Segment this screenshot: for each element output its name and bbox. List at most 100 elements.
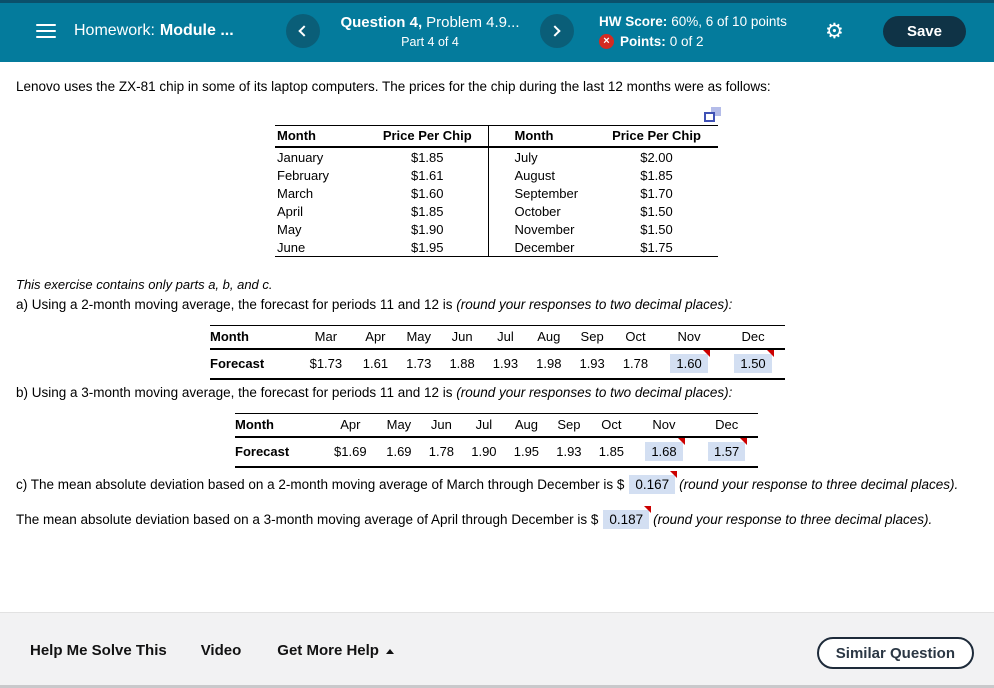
forecast-value-row: Forecast $1.73 1.61 1.73 1.88 1.93 1.98 1.93 1.7… [210, 349, 785, 379]
price-table-row: May $1.90 November $1.50 [275, 220, 718, 238]
incorrect-flag-icon [702, 350, 710, 357]
rounding-hint: (round your responses to two decimal pla… [456, 297, 733, 312]
forecast-cell: 1.93 [492, 356, 519, 371]
video-button[interactable]: Video [200, 642, 242, 659]
forecast-cell: 1.93 [556, 444, 582, 459]
forecast-cell-incorrect: 1.50 [721, 349, 785, 379]
forecast-cell: 1.95 [513, 444, 540, 459]
answer-field-mad-3month[interactable]: 0.187 [603, 506, 652, 529]
rounding-hint: (round your responses to two decimal pla… [456, 385, 733, 400]
forecast-cell: 1.78 [622, 356, 649, 371]
forecast-cell-incorrect: 1.57 [695, 437, 758, 467]
problem-number: Problem 4.9... [426, 14, 520, 31]
window-bottom-edge [0, 685, 994, 688]
settings-gear-icon[interactable]: ⚙ [825, 19, 844, 43]
forecast-month-row: Month Mar Apr May Jun Jul Aug Sep Oct Nov Dec [210, 325, 785, 350]
price-cell: $1.70 [640, 185, 673, 201]
next-question-button[interactable] [540, 14, 574, 48]
month-cell: Apr [353, 325, 398, 350]
month-cell: June [277, 239, 306, 255]
question-header: Question 4, Problem 4.9... Part 4 of 4 [322, 14, 538, 49]
part-b-prompt: b) Using a 3-month moving average, the f… [16, 385, 733, 400]
answer-field-2ma-nov[interactable]: 1.60 [670, 350, 710, 373]
price-table-body: January $1.85 July $2.00 February $1.61 August… [275, 147, 718, 257]
price-cell: $2.00 [640, 149, 673, 165]
points-value: 0 of 2 [669, 34, 704, 49]
points-label: Points: [620, 34, 666, 49]
price-cell: $1.85 [410, 149, 444, 165]
month-cell: February [277, 167, 330, 183]
save-button[interactable]: Save [882, 16, 966, 47]
month-cell: Sep [547, 413, 591, 438]
month-cell: November [487, 220, 595, 238]
part-indicator: Part 4 of 4 [401, 35, 459, 49]
month-cell: March [277, 185, 314, 201]
month-cell: August [487, 166, 595, 184]
price-table-row: February $1.61 August $1.85 [275, 166, 718, 184]
forecast-cell: $1.73 [309, 356, 343, 371]
month-cell: Aug [527, 325, 571, 350]
help-toolbar: Help Me Solve This Video Get More Help S… [0, 612, 994, 688]
month-cell: Jul [462, 413, 506, 438]
copy-table-icon[interactable] [704, 107, 721, 122]
hw-score-line: HW Score: 60%, 6 of 10 points [599, 12, 787, 31]
forecast-cell-incorrect: 1.60 [657, 349, 721, 379]
incorrect-flag-icon [740, 438, 748, 445]
forecast-month-row: Month Apr May Jun Jul Aug Sep Oct Nov Dec [235, 413, 758, 438]
forecast-cell-incorrect: 1.68 [633, 437, 696, 467]
score-panel: HW Score: 60%, 6 of 10 points × Points: 0 … [599, 12, 787, 51]
column-header: Price Per Chip [595, 125, 718, 148]
forecast-cell: $1.69 [334, 444, 367, 459]
column-header: Month [275, 125, 367, 148]
forecast-cell: 1.69 [386, 444, 412, 459]
similar-question-button[interactable]: Similar Question [816, 637, 974, 669]
forecast-cell: 1.85 [598, 444, 625, 459]
incorrect-flag-icon [677, 438, 685, 445]
price-cell: $1.50 [640, 203, 673, 219]
month-cell: Oct [613, 325, 658, 350]
exercise-note: This exercise contains only parts a, b, … [16, 277, 273, 292]
incorrect-flag-icon [670, 471, 678, 478]
caret-up-icon [385, 648, 394, 654]
assignment-name: Module ... [159, 22, 234, 39]
answer-field-mad-2month[interactable]: 0.167 [629, 471, 678, 494]
column-header: Price Per Chip [367, 125, 488, 148]
forecast-value-row: Forecast $1.69 1.69 1.78 1.90 1.95 1.93 1.85 1.6… [235, 437, 758, 467]
menu-icon[interactable] [36, 23, 56, 39]
month-cell: Jul [483, 325, 528, 350]
price-cell: $1.60 [410, 185, 444, 201]
month-cell: Jun [440, 325, 484, 350]
previous-question-button[interactable] [286, 14, 320, 48]
get-more-help-button[interactable]: Get More Help [277, 642, 394, 659]
price-table-row: June $1.95 December $1.75 [275, 238, 718, 257]
hw-score-value: 60%, 6 of 10 points [671, 14, 787, 29]
help-me-solve-button[interactable]: Help Me Solve This [30, 642, 167, 659]
answer-field-3ma-dec[interactable]: 1.57 [707, 438, 748, 461]
price-table-header-row: Month Price Per Chip Month Price Per Chi… [275, 125, 718, 148]
points-line: × Points: 0 of 2 [599, 32, 787, 51]
forecast-table-3month: Month Apr May Jun Jul Aug Sep Oct Nov Dec Forecast… [235, 413, 758, 468]
question-number: Question 4, [340, 14, 423, 31]
month-cell: December [487, 238, 595, 257]
hw-score-label: HW Score: [599, 14, 668, 29]
price-cell: $1.61 [410, 167, 444, 183]
forecast-cell: 1.88 [449, 356, 475, 371]
month-cell: April [277, 203, 304, 219]
rounding-hint: (round your response to three decimal pl… [679, 477, 959, 492]
price-table-row: March $1.60 September $1.70 [275, 184, 718, 202]
month-cell: Aug [505, 413, 548, 438]
chevron-right-icon [549, 25, 561, 37]
row-label: Forecast [210, 356, 265, 371]
answer-field-3ma-nov[interactable]: 1.68 [645, 438, 685, 461]
row-label: Forecast [235, 444, 290, 459]
forecast-cell: 1.73 [406, 356, 432, 371]
month-cell: Apr [323, 413, 378, 438]
month-cell: May [277, 221, 302, 237]
month-cell: September [487, 184, 595, 202]
month-cell: Sep [570, 325, 614, 350]
chip-price-table: Month Price Per Chip Month Price Per Chi… [275, 125, 718, 257]
answer-field-2ma-dec[interactable]: 1.50 [734, 350, 774, 373]
price-table-row: January $1.85 July $2.00 [275, 147, 718, 166]
price-table-row: April $1.85 October $1.50 [275, 202, 718, 220]
